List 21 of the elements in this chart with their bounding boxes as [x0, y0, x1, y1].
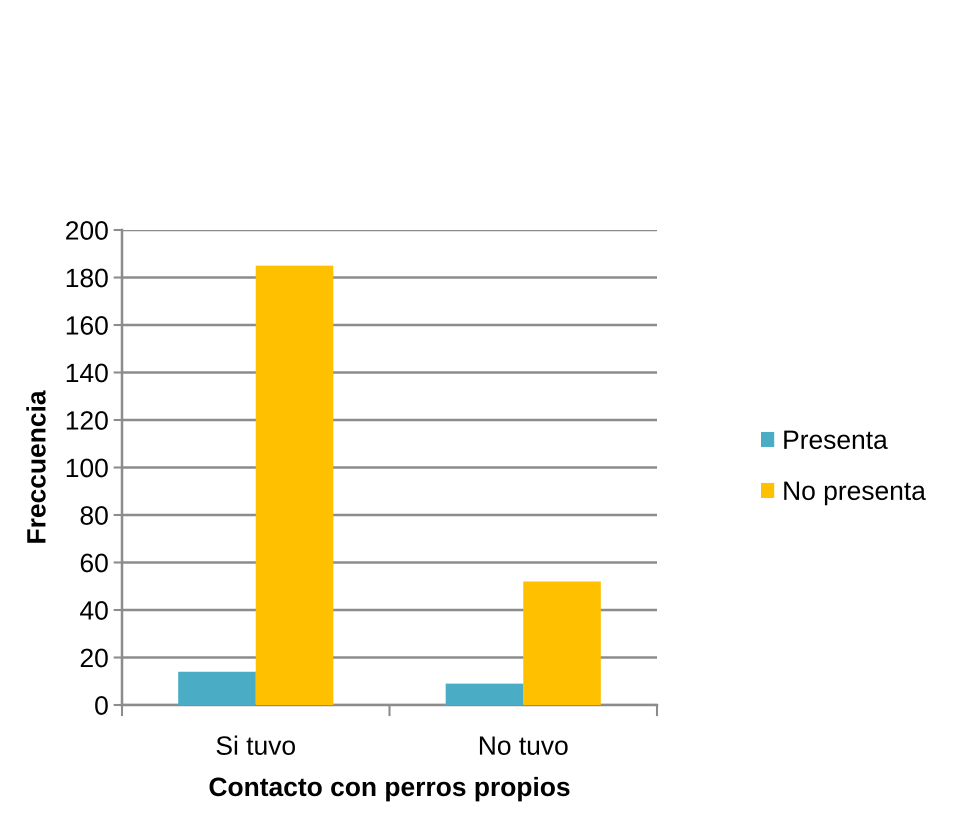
y-tick-label: 180	[66, 268, 108, 288]
y-tick-label: 120	[66, 411, 108, 430]
bar	[523, 582, 601, 705]
y-tick-label: 80	[80, 506, 108, 525]
legend-label: No presenta	[784, 482, 926, 506]
bar	[256, 266, 334, 705]
y-tick-label: 100	[66, 458, 108, 478]
x-tick-label: No tuvo	[480, 736, 568, 755]
y-tick-label: 20	[80, 648, 108, 668]
y-tick-label: 0	[95, 696, 108, 715]
x-tick-label: Si tuvo	[216, 736, 295, 755]
y-tick-label: 160	[66, 316, 108, 335]
y-tick-label: 200	[66, 221, 108, 240]
y-tick-label: 40	[80, 601, 108, 620]
y-axis-title: Freccuencia	[26, 390, 46, 543]
y-tick-label: 60	[80, 554, 108, 572]
bar	[446, 684, 524, 705]
y-tick-label: 140	[66, 364, 108, 382]
legend-label: Presenta	[784, 430, 888, 450]
x-axis-title: Contacto con perros propios	[210, 776, 570, 802]
bar	[178, 672, 256, 705]
